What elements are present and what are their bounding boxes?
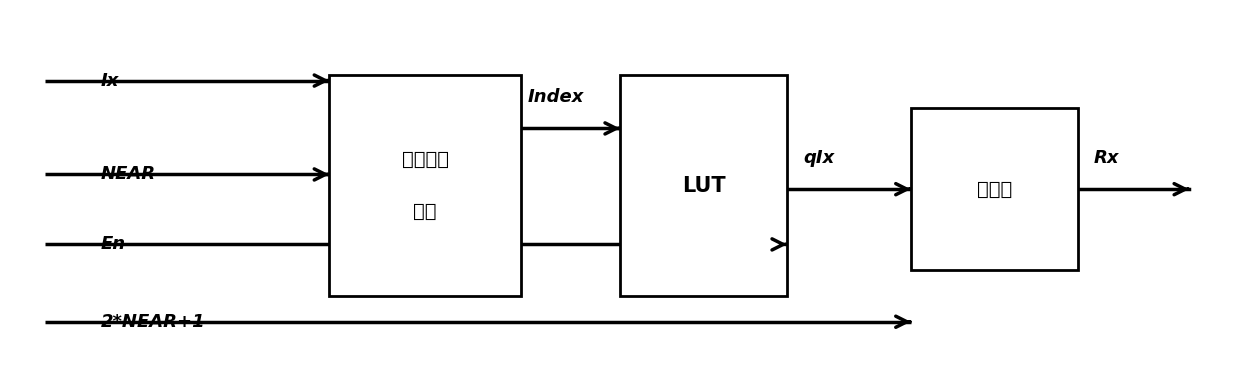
- Text: 计算查表: 计算查表: [402, 150, 449, 169]
- Text: Ix: Ix: [100, 72, 119, 89]
- Text: Rx: Rx: [1094, 149, 1120, 167]
- Text: NEAR: NEAR: [100, 165, 155, 183]
- Text: 2*NEAR+1: 2*NEAR+1: [100, 313, 205, 331]
- Bar: [910, 108, 1078, 270]
- Text: Index: Index: [527, 88, 584, 106]
- Bar: [330, 75, 521, 296]
- Text: 乘法器: 乘法器: [977, 180, 1012, 199]
- Bar: [620, 75, 787, 296]
- Text: qIx: qIx: [804, 149, 835, 167]
- Text: 地址: 地址: [413, 202, 436, 221]
- Text: LUT: LUT: [682, 175, 725, 196]
- Text: En: En: [100, 236, 125, 253]
